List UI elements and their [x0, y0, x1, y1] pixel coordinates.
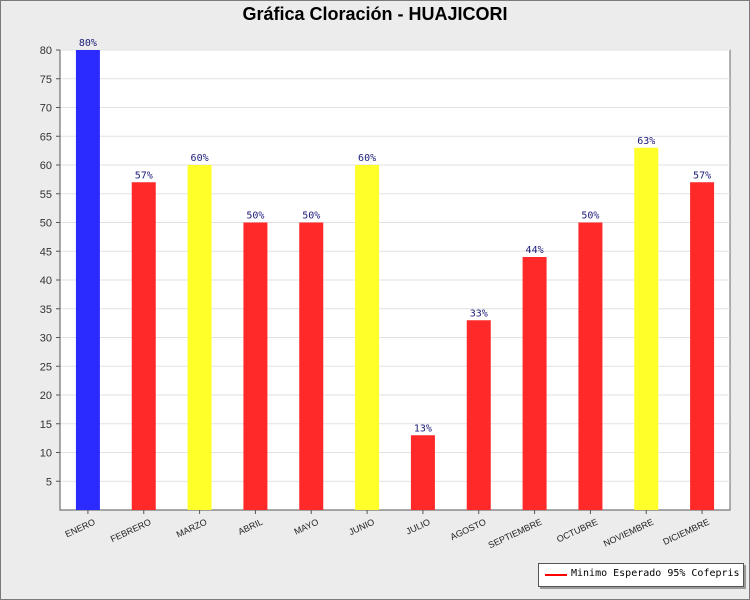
x-tick-label: SEPTIEMBRE [487, 517, 544, 551]
y-tick-label: 65 [40, 131, 52, 143]
data-label: 63% [637, 136, 655, 147]
data-label: 80% [79, 38, 97, 49]
data-label: 60% [191, 153, 209, 164]
y-tick-label: 80 [40, 45, 52, 57]
bar [578, 222, 603, 510]
data-label: 44% [526, 245, 544, 256]
bar [522, 257, 547, 510]
bar [466, 320, 491, 510]
y-tick-label: 75 [40, 74, 52, 86]
y-tick-label: 55 [40, 189, 52, 201]
legend-swatch [545, 574, 567, 576]
x-tick-label: ENERO [64, 517, 97, 540]
x-tick-label: NOVIEMBRE [602, 517, 655, 549]
bar [187, 165, 212, 510]
chart-title: Gráfica Cloración - HUAJICORI [242, 4, 508, 24]
y-tick-label: 15 [40, 419, 52, 431]
y-tick-label: 25 [40, 361, 52, 373]
x-tick-label: MARZO [175, 517, 209, 540]
y-tick-label: 35 [40, 304, 52, 316]
y-tick-label: 70 [40, 103, 52, 115]
legend-label: Minimo Esperado 95% Cofepris [571, 568, 740, 579]
bar [634, 147, 659, 510]
bar [410, 435, 435, 510]
x-tick-label: FEBRERO [109, 517, 153, 544]
bar [243, 222, 268, 510]
data-label: 13% [414, 423, 432, 434]
x-tick-label: DICIEMBRE [661, 517, 711, 547]
y-tick-label: 45 [40, 246, 52, 258]
y-tick-label: 5 [46, 476, 52, 488]
bar [75, 50, 100, 510]
y-tick-label: 30 [40, 333, 52, 345]
x-tick-label: AGOSTO [449, 517, 488, 542]
y-tick-label: 60 [40, 160, 52, 172]
x-tick-label: ABRIL [236, 517, 264, 537]
bar [299, 222, 324, 510]
data-label: 60% [358, 153, 376, 164]
data-label: 57% [135, 170, 153, 181]
data-label: 50% [246, 211, 264, 222]
x-tick-label: MAYO [292, 517, 320, 537]
data-label: 33% [470, 308, 488, 319]
bar [690, 182, 715, 510]
y-tick-label: 10 [40, 448, 52, 460]
x-tick-label: JUNIO [347, 517, 376, 537]
data-label: 50% [302, 211, 320, 222]
y-tick-label: 50 [40, 218, 52, 230]
x-tick-label: JULIO [404, 517, 431, 537]
bar [355, 165, 380, 510]
y-tick-label: 20 [40, 390, 52, 402]
y-tick-label: 40 [40, 275, 52, 287]
bar [131, 182, 156, 510]
data-label: 57% [693, 170, 711, 181]
data-label: 50% [581, 211, 599, 222]
legend: Minimo Esperado 95% Cofepris [538, 563, 744, 587]
x-tick-label: OCTUBRE [555, 517, 599, 545]
